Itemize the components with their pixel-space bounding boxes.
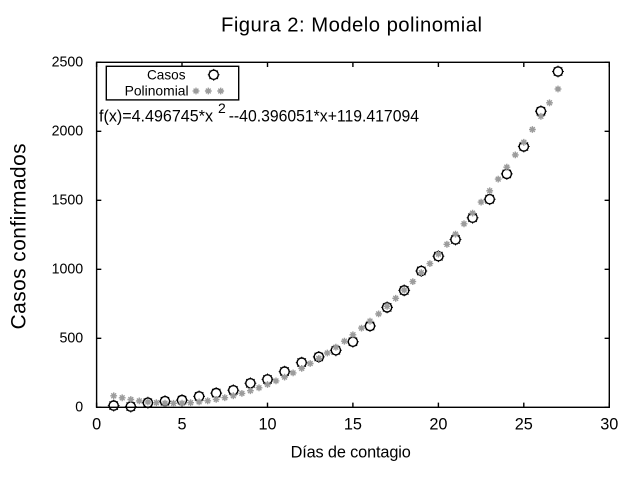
svg-text:2000: 2000 <box>52 123 84 139</box>
svg-text:500: 500 <box>60 330 84 346</box>
svg-text:Casos: Casos <box>147 67 186 82</box>
svg-text:Figura 2: Modelo polinomial: Figura 2: Modelo polinomial <box>221 15 482 37</box>
svg-text:--40.396051*x+119.417094: --40.396051*x+119.417094 <box>229 106 419 125</box>
svg-text:Polinomial: Polinomial <box>125 84 189 99</box>
svg-text:1500: 1500 <box>52 192 84 208</box>
svg-text:2500: 2500 <box>52 54 84 70</box>
svg-text:5: 5 <box>177 416 186 434</box>
svg-text:15: 15 <box>344 416 362 434</box>
svg-text:Días de contagio: Días de contagio <box>291 444 411 462</box>
svg-text:10: 10 <box>258 416 276 434</box>
svg-text:1000: 1000 <box>52 261 84 277</box>
svg-text:Casos confirmados: Casos confirmados <box>8 143 31 329</box>
svg-text:25: 25 <box>515 416 533 434</box>
svg-text:0: 0 <box>75 399 83 415</box>
svg-text:30: 30 <box>600 416 618 434</box>
svg-text:2: 2 <box>218 100 226 116</box>
svg-text:20: 20 <box>429 416 447 434</box>
svg-text:f(x)=4.496745*x: f(x)=4.496745*x <box>99 106 214 125</box>
svg-text:0: 0 <box>92 416 101 434</box>
